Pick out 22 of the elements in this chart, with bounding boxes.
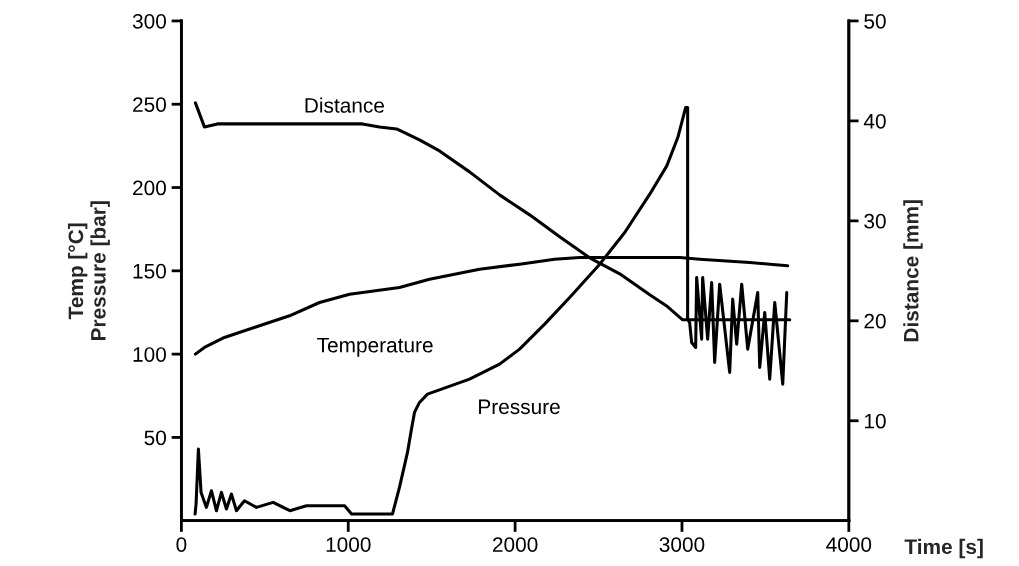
y2-tick-label: 50: [864, 13, 886, 29]
y-tick-label: 250: [133, 97, 166, 112]
x-tick-label: 3000: [659, 537, 705, 552]
y2-tick-label: 30: [864, 213, 886, 229]
y-tick-label: 300: [132, 13, 166, 29]
x-tick-label: 0: [176, 537, 187, 552]
y-tick-label: 50: [144, 430, 166, 446]
y-axis-title: Temp [°C] Pressure [bar]: [67, 201, 110, 341]
y2-tick-label: 20: [864, 313, 886, 329]
series-label: Temperature: [317, 337, 433, 357]
x-tick-label: 1000: [326, 537, 371, 552]
x-axis-title: Time [s]: [904, 538, 983, 559]
series-label: Distance: [305, 97, 384, 113]
y-tick-label: 100: [133, 347, 166, 362]
y2-tick-label: 10: [865, 413, 886, 429]
y-tick-label: 150: [133, 263, 166, 279]
x-tick-label: 2000: [492, 537, 538, 552]
x-tick-label: 4000: [826, 537, 872, 552]
y-tick-label: 200: [133, 180, 166, 196]
y2-tick-label: 40: [863, 113, 886, 129]
series-label: Pressure: [479, 399, 560, 415]
y2-axis-title: Distance [mm]: [903, 200, 923, 342]
